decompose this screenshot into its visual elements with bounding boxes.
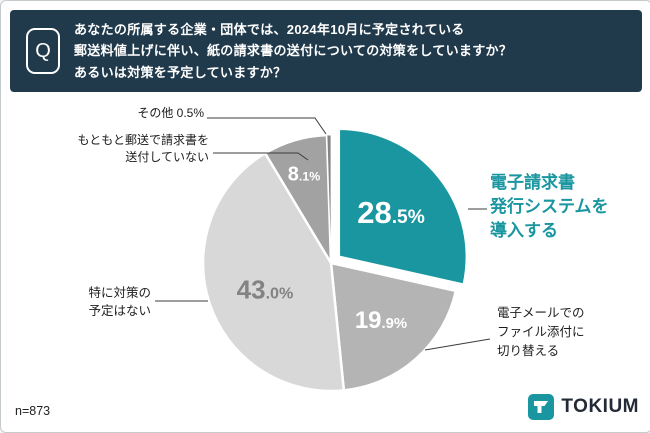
question-line-1: あなたの所属する企業・団体では、2024年10月に予定されている — [74, 22, 465, 38]
pie-slice-other — [326, 134, 332, 264]
callout-line-postal — [213, 152, 309, 161]
callout-label-other: その他 0.5% — [137, 106, 204, 120]
pie-value-einvoice: 28.5% — [357, 195, 425, 230]
callout-line-email — [424, 338, 491, 351]
callout-label-none: 特に対策の 予定はない — [88, 286, 151, 318]
pie-chart — [201, 127, 469, 393]
pie-slice-email — [329, 261, 458, 392]
brand-logo: TOKIUM — [528, 394, 639, 420]
callout-label-postal: もともと郵送で請求書を 送付していない — [77, 133, 209, 164]
question-line-2: 郵送料値上げに伴い、紙の請求書の送付についての対策をしていますか？ — [74, 43, 513, 59]
question-line-3: あるいは対策を予定していますか？ — [74, 64, 287, 80]
pie-slice-none — [201, 151, 346, 393]
callout-label-email: 電子メールでの ファイル添付に 切り替える — [497, 306, 585, 358]
pie-value-none: 43.0% — [236, 274, 294, 305]
pie-chart-canvas — [155, 117, 491, 393]
pie-slice-einvoice — [337, 127, 469, 286]
sample-size: n=873 — [15, 404, 51, 418]
question-icon-letter: Q — [35, 39, 51, 62]
callout-line-other — [207, 117, 327, 135]
question-text: あなたの所属する企業・団体では、2024年10月に予定されている 郵送料値上げに… — [74, 19, 512, 82]
tokium-logo-icon — [528, 394, 555, 420]
brand-name: TOKIUM — [561, 396, 639, 417]
pie-value-postal: 8.1% — [287, 163, 321, 186]
question-header: Q あなたの所属する企業・団体では、2024年10月に予定されている 郵送料値上… — [10, 10, 642, 92]
pie-value-email: 19.9% — [354, 307, 408, 334]
question-icon: Q — [26, 28, 60, 74]
callout-label-einvoice: 電子請求書 発行システムを 導入する — [490, 173, 609, 240]
